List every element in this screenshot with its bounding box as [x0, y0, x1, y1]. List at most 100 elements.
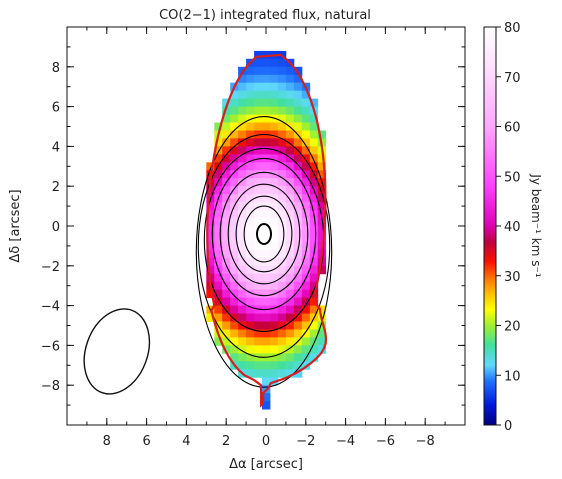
flux-pixel: [277, 321, 287, 330]
flux-pixel: [270, 74, 279, 84]
flux-pixel: [270, 249, 279, 259]
x-tick-label: −6: [376, 434, 395, 449]
flux-pixel: [270, 90, 279, 100]
flux-pixel: [262, 393, 271, 402]
flux-pixel: [301, 297, 311, 306]
y-tick-label: 0: [52, 220, 60, 235]
flux-pixel: [230, 138, 239, 147]
flux-pixel: [301, 178, 311, 187]
flux-pixel: [317, 130, 327, 139]
flux-pixel: [246, 90, 255, 100]
flux-pixel: [254, 74, 263, 84]
flux-pixel: [246, 98, 255, 107]
y-tick-label: −8: [41, 379, 60, 394]
flux-pixel: [277, 297, 287, 306]
flux-pixel: [293, 210, 303, 219]
flux-pixel: [285, 273, 295, 283]
flux-pixel: [293, 234, 303, 243]
flux-pixel: [230, 305, 239, 314]
flux-pixel: [262, 210, 271, 219]
flux-pixel: [285, 146, 295, 155]
flux-pixel: [293, 106, 303, 115]
flux-pixel: [262, 401, 271, 410]
flux-pixel: [238, 241, 247, 251]
flux-pixel: [277, 194, 287, 203]
flux-pixel: [293, 90, 303, 100]
y-tick-label: −4: [41, 300, 60, 315]
flux-pixel: [222, 273, 231, 283]
flux-pixel: [277, 114, 287, 123]
flux-pixel: [254, 146, 263, 155]
flux-pixel: [270, 170, 279, 179]
flux-pixel: [270, 257, 279, 267]
flux-pixel: [246, 297, 255, 306]
flux-pixel: [317, 265, 327, 275]
flux-pixel: [230, 281, 239, 291]
flux-pixel: [293, 321, 303, 330]
flux-pixel: [317, 226, 327, 235]
flux-pixel: [285, 305, 295, 314]
flux-pixel: [309, 265, 319, 275]
flux-pixel: [246, 170, 255, 179]
flux-pixel: [254, 210, 263, 219]
flux-pixel: [214, 186, 223, 195]
flux-pixel: [254, 82, 263, 92]
x-tick-label: 4: [182, 434, 190, 449]
flux-pixel: [254, 202, 263, 211]
flux-pixel: [285, 281, 295, 291]
flux-pixel: [262, 218, 271, 227]
flux-pixel: [254, 50, 263, 60]
flux-pixel: [230, 170, 239, 179]
flux-pixel: [254, 241, 263, 251]
flux-pixel: [270, 130, 279, 139]
flux-pixel: [262, 186, 271, 195]
flux-pixel: [270, 241, 279, 251]
flux-pixel: [309, 305, 319, 314]
flux-pixel: [262, 58, 271, 68]
flux-pixel: [238, 345, 247, 354]
flux-pixel: [222, 297, 231, 306]
flux-pixel: [238, 353, 247, 362]
flux-pixel: [293, 178, 303, 187]
flux-pixel: [309, 122, 319, 131]
contour-line: [235, 195, 293, 273]
flux-pixel: [262, 226, 271, 235]
flux-pixel: [262, 178, 271, 187]
flux-pixel: [254, 178, 263, 187]
flux-pixel: [309, 321, 319, 330]
flux-pixel: [309, 194, 319, 203]
flux-pixel: [238, 146, 247, 155]
flux-pixel: [285, 369, 295, 378]
flux-pixel: [270, 321, 279, 330]
y-tick-label: 2: [52, 180, 60, 195]
flux-pixel: [277, 154, 287, 163]
flux-pixel: [317, 186, 327, 195]
flux-pixel: [301, 202, 311, 211]
flux-pixel: [309, 234, 319, 243]
flux-pixel: [230, 90, 239, 100]
flux-pixel: [222, 337, 231, 346]
flux-pixel: [301, 329, 311, 338]
flux-pixel: [214, 305, 223, 314]
flux-pixel: [254, 281, 263, 291]
flux-pixel: [293, 273, 303, 283]
flux-pixel: [277, 90, 287, 100]
flux-pixel: [277, 66, 287, 76]
flux-pixel: [270, 122, 279, 131]
flux-pixel: [238, 265, 247, 275]
flux-pixel: [262, 90, 271, 100]
colorbar-tick-label: 20: [504, 320, 521, 335]
flux-pixel: [293, 305, 303, 314]
flux-pixel: [317, 202, 327, 211]
flux-pixel: [206, 202, 215, 211]
flux-pixel: [222, 162, 231, 171]
flux-pixel: [246, 82, 255, 92]
flux-pixel: [270, 265, 279, 275]
flux-pixel: [214, 178, 223, 187]
flux-pixel: [270, 114, 279, 123]
flux-pixel: [301, 146, 311, 155]
flux-pixel: [285, 226, 295, 235]
flux-pixel: [270, 186, 279, 195]
